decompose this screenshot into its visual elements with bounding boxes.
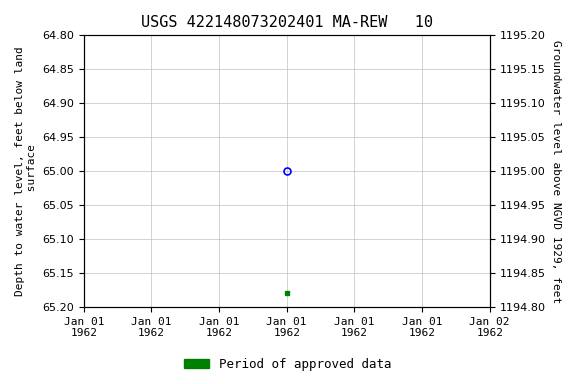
Y-axis label: Depth to water level, feet below land
 surface: Depth to water level, feet below land su… [15, 46, 37, 296]
Title: USGS 422148073202401 MA-REW   10: USGS 422148073202401 MA-REW 10 [141, 15, 433, 30]
Legend: Period of approved data: Period of approved data [179, 353, 397, 376]
Y-axis label: Groundwater level above NGVD 1929, feet: Groundwater level above NGVD 1929, feet [551, 40, 561, 303]
